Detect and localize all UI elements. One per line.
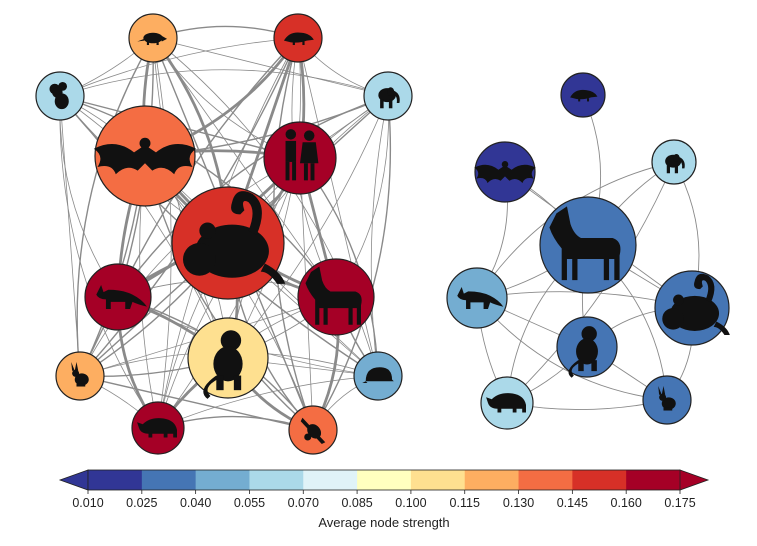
edge-left-elephant-hedgehog xyxy=(370,95,389,377)
edge-left-hedgehog-rhino xyxy=(157,375,379,429)
edge-left-pangolin-monkey xyxy=(227,37,301,359)
edge-left-elephant-sloth xyxy=(312,95,392,431)
colorbar-segment xyxy=(195,470,250,490)
edge-left-pangolin-fox xyxy=(117,37,299,298)
edge-left-koala-rabbit xyxy=(59,95,81,377)
node-right-bat xyxy=(474,141,536,203)
node-left-rabbit xyxy=(55,351,105,401)
node-right-elephant xyxy=(651,139,697,185)
colorbar-tick-label: 0.160 xyxy=(611,496,642,510)
node-right-rhino xyxy=(480,376,534,430)
node-left-monkey xyxy=(187,317,269,399)
node-left-armadillo xyxy=(128,13,178,63)
node-left-elephant xyxy=(363,71,413,121)
node-right-rabbit xyxy=(642,375,692,425)
colorbar-segment xyxy=(357,470,412,490)
edge-left-koala-elephant xyxy=(59,69,389,97)
node-left-hedgehog xyxy=(353,351,403,401)
colorbar-tick-label: 0.025 xyxy=(126,496,157,510)
colorbar-over-arrow xyxy=(679,469,710,491)
colorbar-tick-label: 0.085 xyxy=(341,496,372,510)
node-left-pangolin xyxy=(273,13,323,63)
colorbar-tick-label: 0.175 xyxy=(664,496,695,510)
colorbar-segment xyxy=(572,470,627,490)
node-left-bat xyxy=(93,105,197,207)
colorbar-tick-label: 0.055 xyxy=(234,496,265,510)
colorbar-tick-label: 0.145 xyxy=(557,496,588,510)
edge-left-pangolin-hedgehog xyxy=(297,37,379,377)
node-circle xyxy=(263,121,337,195)
colorbar-segment xyxy=(626,470,681,490)
colorbar: 0.010 0.025 0.040 0.055 0.070 0.085 0.100 0.115… xyxy=(58,469,710,530)
colorbar-frame xyxy=(87,469,681,491)
node-right-fox xyxy=(446,267,508,329)
edge-left-rabbit-sloth xyxy=(79,375,314,431)
node-right-pangolin xyxy=(560,72,606,118)
node-right-monkey xyxy=(556,316,618,378)
node-right-goat xyxy=(539,196,637,294)
colorbar-under-arrow xyxy=(58,469,89,491)
colorbar-tick-label: 0.040 xyxy=(180,496,211,510)
edge-left-koala-goat xyxy=(59,95,337,298)
colorbar-segment xyxy=(410,470,466,490)
node-left-koala xyxy=(35,71,85,121)
node-left-sloth xyxy=(288,405,338,455)
edge-left-pangolin-koala xyxy=(59,37,299,97)
edge-left-elephant-fox xyxy=(117,95,389,298)
colorbar-tick-label: 0.115 xyxy=(450,496,480,510)
node-left-mouse xyxy=(171,186,286,300)
colorbar-tick-label: 0.100 xyxy=(395,496,426,510)
colorbar-segment xyxy=(464,470,520,490)
colorbar-tick-label: 0.070 xyxy=(288,496,319,510)
colorbar-tick-label: 0.130 xyxy=(503,496,534,510)
colorbar-segment xyxy=(141,470,197,490)
colorbar-segment xyxy=(88,470,143,490)
node-right-mouse xyxy=(654,270,730,346)
colorbar-title: Average node strength xyxy=(318,515,449,530)
node-left-fox xyxy=(84,263,152,331)
node-left-goat xyxy=(297,258,375,336)
colorbar-segment xyxy=(249,470,304,490)
edge-left-armadillo-rabbit xyxy=(76,37,154,377)
node-left-human xyxy=(263,121,337,195)
node-left-rhino xyxy=(131,401,185,455)
colorbar-segment xyxy=(518,470,573,490)
colorbar-tick-label: 0.010 xyxy=(72,496,103,510)
colorbar-segment xyxy=(303,470,358,490)
nodes-layer xyxy=(35,13,730,455)
